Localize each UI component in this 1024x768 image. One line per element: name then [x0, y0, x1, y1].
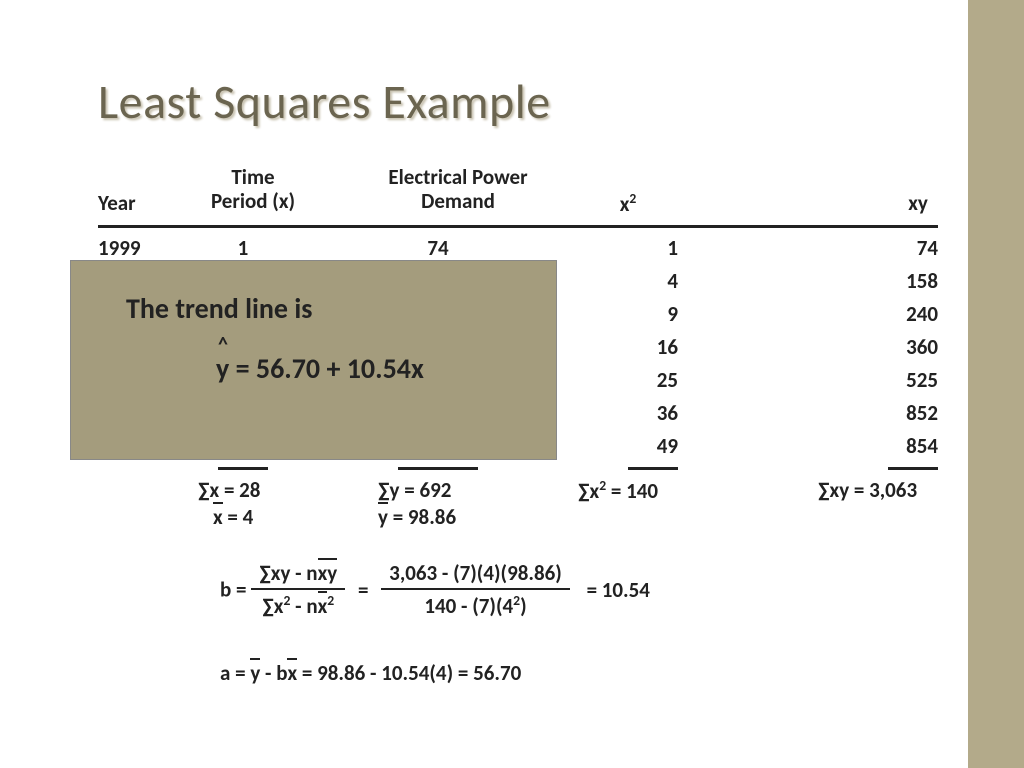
trend-line-callout: The trend line is y = 56.70 + 10.54x: [70, 260, 557, 460]
sum-y: ∑y = 692: [378, 477, 451, 503]
sum-x2: ∑x2 = 140: [578, 477, 658, 504]
a-formula: a = y - bx = 98.86 - 10.54(4) = 56.70: [220, 660, 521, 686]
callout-equation: y = 56.70 + 10.54x: [216, 351, 424, 386]
ybar: y = 98.86: [378, 504, 456, 530]
callout-heading: The trend line is: [126, 291, 312, 326]
b-formula: b = ∑xy - nxy ∑x2 - nx2 = 3,063 - (7)(4)…: [220, 560, 650, 619]
col-demand: Electrical PowerDemand: [358, 165, 558, 213]
col-time: TimePeriod (x): [198, 165, 308, 213]
col-year: Year: [98, 191, 136, 215]
b-lhs: b =: [220, 577, 246, 603]
xbar: x = 4: [213, 504, 253, 530]
b-frac-numeric: 3,063 - (7)(4)(98.86) 140 - (7)(42): [381, 560, 570, 619]
sum-x: ∑x = 28: [198, 477, 260, 503]
sum-rule: [628, 467, 678, 470]
b-eq: =: [358, 577, 368, 603]
slide-title: Least Squares Example: [98, 72, 551, 131]
sum-rule: [218, 467, 268, 470]
sum-rule: [398, 467, 478, 470]
b-frac-symbolic: ∑xy - nxy ∑x2 - nx2: [251, 560, 345, 619]
col-x2: x2: [598, 191, 658, 216]
header-rule: [98, 225, 938, 228]
sum-rule: [888, 467, 938, 470]
col-xy: xy: [898, 191, 938, 215]
b-result: = 10.54: [587, 577, 650, 603]
sum-xy: ∑xy = 3,063: [818, 477, 917, 503]
